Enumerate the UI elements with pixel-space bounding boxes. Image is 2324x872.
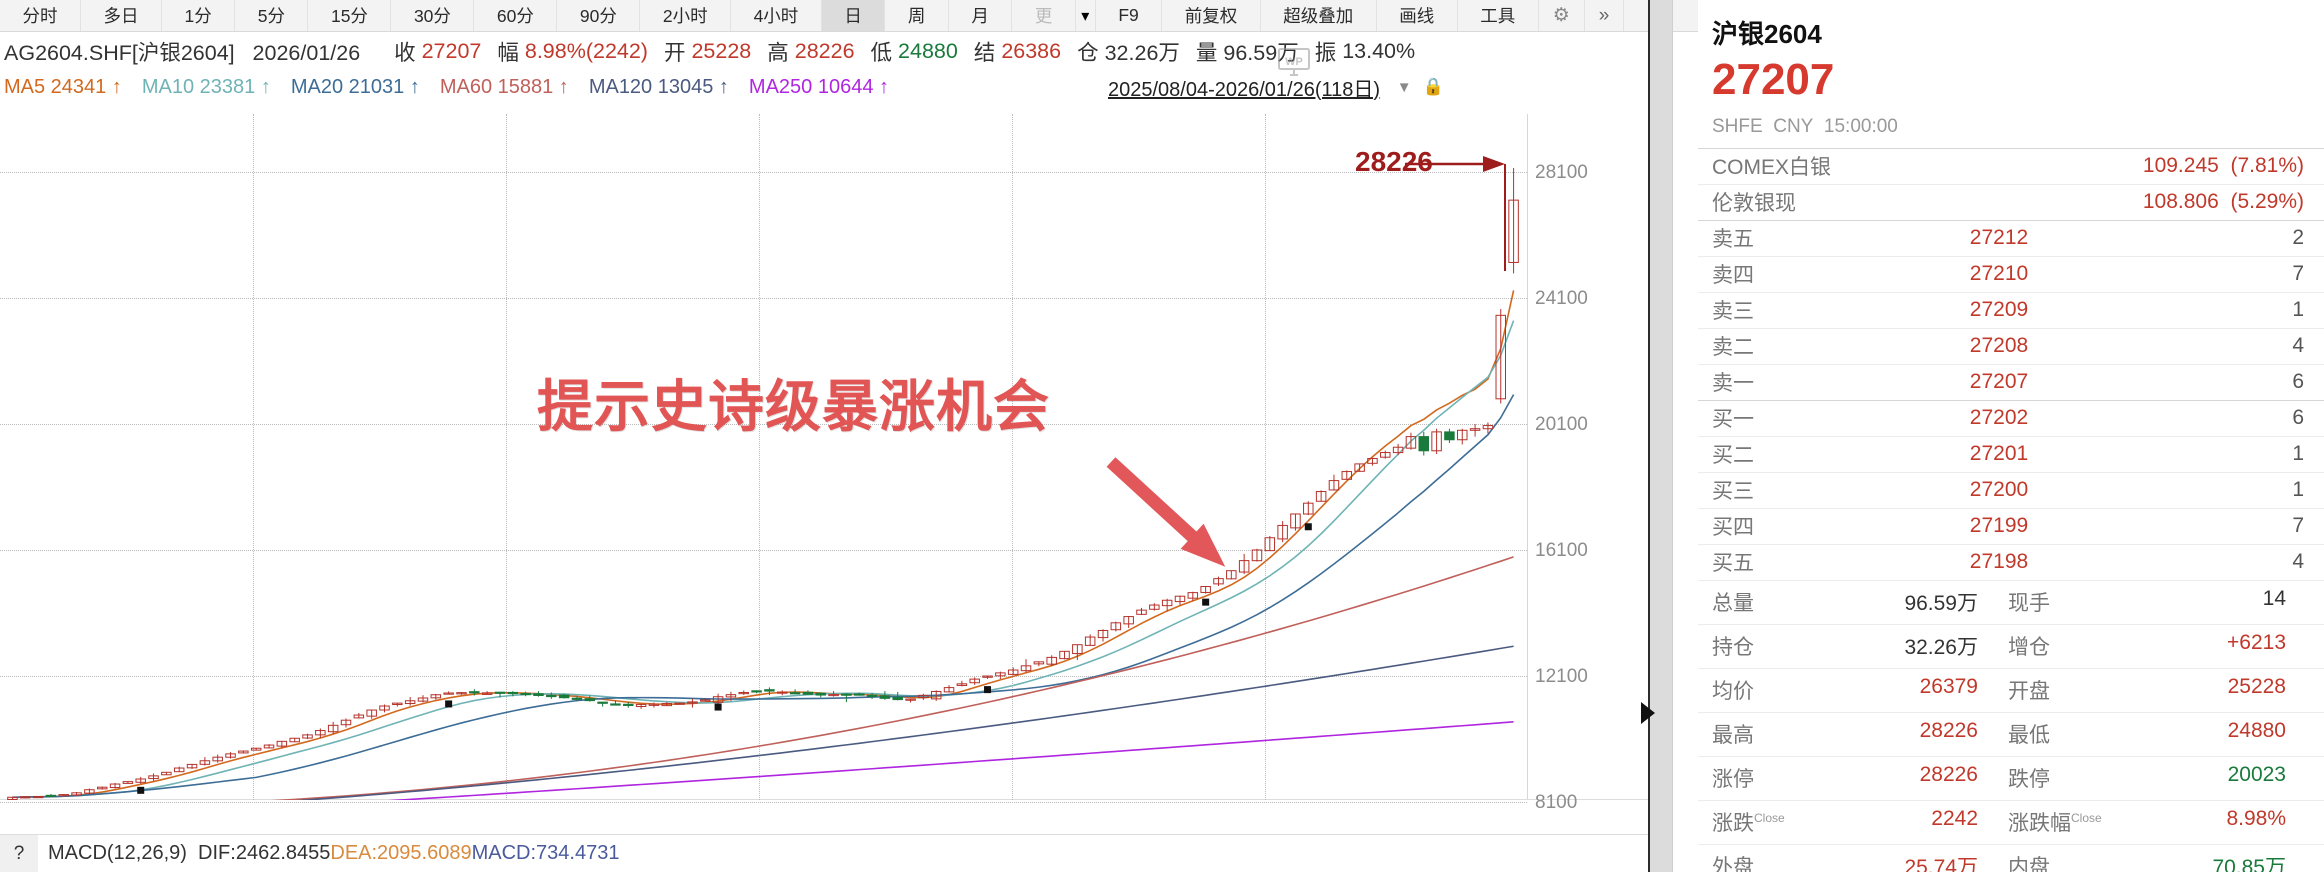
- svg-text:WP: WP: [1285, 56, 1303, 68]
